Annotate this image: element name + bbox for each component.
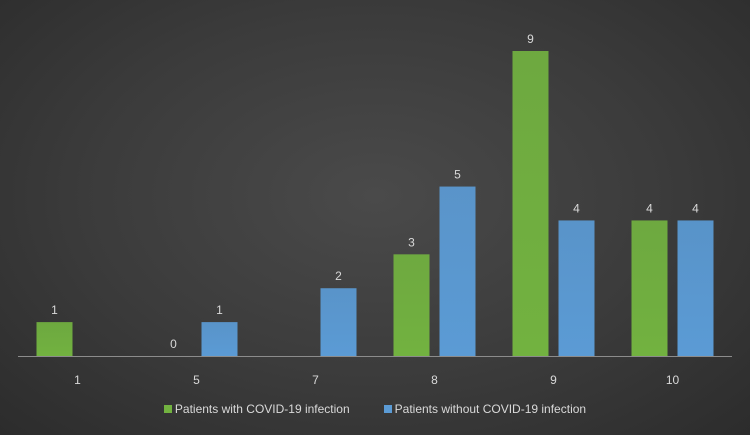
data-label-covid-1: 1 [51, 303, 58, 317]
bar-no-covid-5 [201, 322, 238, 356]
data-label-covid-9: 9 [527, 32, 534, 46]
x-tick-label-8: 8 [431, 373, 438, 387]
bar-no-covid-9 [558, 220, 595, 356]
x-tick-label-7: 7 [312, 373, 319, 387]
legend-label-covid: Patients with COVID-19 infection [174, 402, 350, 416]
legend-item-no-covid: Patients without COVID-19 infection [383, 402, 587, 416]
bar-no-covid-10 [677, 220, 714, 356]
x-tick-label-9: 9 [550, 373, 557, 387]
legend-label-no-covid: Patients without COVID-19 infection [394, 402, 587, 416]
bar-no-covid-8 [439, 186, 476, 356]
data-label-covid-8: 3 [408, 235, 415, 249]
x-tick-label-5: 5 [193, 373, 200, 387]
data-label-covid-5: 0 [170, 337, 177, 351]
bar-covid-1 [36, 322, 73, 356]
x-tick-label-1: 1 [74, 373, 81, 387]
bar-covid-10 [631, 220, 668, 356]
legend-swatch-no-covid [383, 405, 392, 413]
data-label-no-covid-10: 4 [692, 201, 699, 215]
data-label-no-covid-7: 2 [335, 269, 342, 283]
legend-item-covid: Patients with COVID-19 infection [163, 402, 350, 416]
legend-swatch-covid [163, 405, 172, 413]
bar-covid-8 [393, 254, 430, 356]
chart-legend: Patients with COVID-19 infection Patient… [0, 402, 750, 416]
data-label-no-covid-8: 5 [454, 168, 461, 182]
data-label-no-covid-9: 4 [573, 201, 580, 215]
data-label-covid-10: 4 [646, 201, 653, 215]
x-tick-label-10: 10 [666, 373, 680, 387]
bar-covid-9 [512, 51, 549, 356]
data-label-no-covid-5: 1 [216, 303, 223, 317]
bar-no-covid-7 [320, 288, 357, 356]
